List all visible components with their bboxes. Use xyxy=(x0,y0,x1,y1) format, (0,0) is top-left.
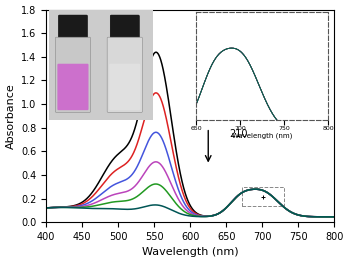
Text: 150: 150 xyxy=(229,112,248,122)
Text: 90: 90 xyxy=(229,94,242,104)
Text: 30: 30 xyxy=(229,59,242,69)
Text: min: min xyxy=(229,23,248,33)
Text: 0: 0 xyxy=(229,41,235,51)
Text: 210: 210 xyxy=(229,129,248,139)
Bar xyxy=(242,187,284,206)
X-axis label: Wavelength (nm): Wavelength (nm) xyxy=(142,247,239,257)
Text: 60: 60 xyxy=(229,76,242,86)
Y-axis label: Absorbance: Absorbance xyxy=(6,83,16,149)
